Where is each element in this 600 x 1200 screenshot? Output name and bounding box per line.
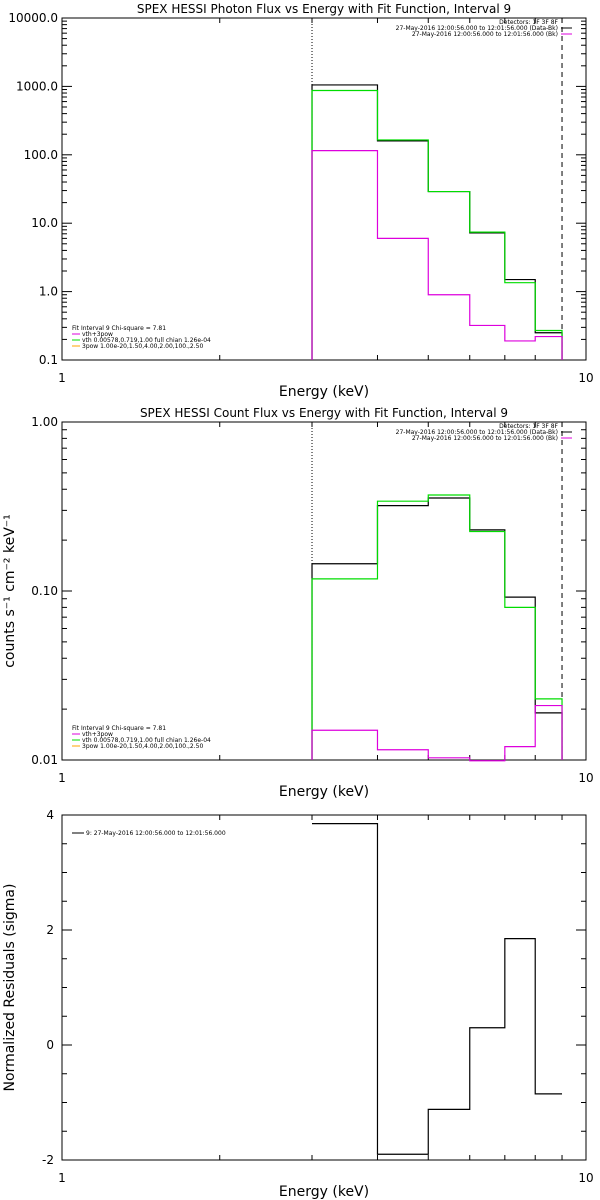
legend-bottom-text: vth 0.00578,0.719,1.00 full chian 1.26e-…	[82, 337, 211, 344]
chart-panel-3: 1 10 -2 0 2 4 Energy (keV) Normalized Residuals…	[2, 808, 594, 1200]
chart-panel-2: 1 10 0.01 0.10 1.00 SPEX HESSI Count Flux vs …	[2, 406, 594, 800]
plot-frame	[61, 814, 587, 1161]
legend-bottom-text: Fit Interval 9 Chi-square = 7.81	[72, 725, 166, 732]
legend-top-text: 27-May-2016 12:00:56.000 to 12:01:56.000…	[412, 31, 558, 38]
series-line-1	[311, 497, 563, 760]
legend-bottom-text: vth+3pow	[82, 331, 113, 338]
x-axis-label: Energy (keV)	[279, 384, 369, 400]
y-axis-label: Normalized Residuals (sigma)	[2, 884, 18, 1092]
legend-bottom-text: 3pow 1.00e-20,1.50,4.00,2.00,100.,2.50	[82, 343, 203, 350]
legend-top-text: 9: 27-May-2016 12:00:56.000 to 12:01:56.…	[86, 830, 226, 837]
y-axis-label: counts s⁻¹ cm⁻² keV⁻¹	[2, 514, 18, 668]
chart-title: SPEX HESSI Count Flux vs Energy with Fit…	[140, 406, 508, 420]
y-tick-label: 1.0	[39, 285, 58, 299]
chart-panel-1: 1 10 0.1 1.0 10.0 100.0 1000.0 10000.0 SPEX HESS…	[8, 2, 593, 400]
x-tick-label: 10	[578, 771, 593, 785]
x-tick-label: 1	[58, 371, 66, 385]
legend-top-text: Detectors: 1F 3F 8F	[499, 19, 558, 26]
x-axis-label: Energy (keV)	[279, 1184, 369, 1200]
x-tick-label: 10	[578, 371, 593, 385]
y-tick-label: 0.01	[31, 753, 58, 767]
x-tick-label: 1	[58, 1171, 66, 1185]
y-tick-label: -2	[42, 1153, 54, 1167]
plot-frame	[61, 17, 587, 361]
x-tick-label: 1	[58, 771, 66, 785]
legend-bottom-text: Fit Interval 9 Chi-square = 7.81	[72, 325, 166, 332]
y-tick-label: 10.0	[31, 216, 58, 230]
legend-bottom-text: 3pow 1.00e-20,1.50,4.00,2.00,100.,2.50	[82, 743, 203, 750]
y-tick-label: 10000.0	[8, 11, 58, 25]
y-tick-label: 0	[46, 1038, 54, 1052]
y-tick-label: 4	[46, 808, 54, 822]
chart-title: SPEX HESSI Photon Flux vs Energy with Fi…	[137, 2, 511, 16]
legend-top-text: Detectors: 1F 3F 8F	[499, 423, 558, 430]
series-line-2	[311, 89, 563, 360]
legend-top-text: 27-May-2016 12:00:56.000 to 12:01:56.000…	[396, 429, 558, 436]
y-tick-label: 2	[46, 923, 54, 937]
series-line-3	[311, 704, 563, 762]
series-line-3	[311, 150, 563, 360]
plot-frame	[61, 421, 587, 761]
y-tick-label: 0.1	[39, 353, 58, 367]
x-tick-label: 10	[578, 1171, 593, 1185]
legend-bottom-text: vth 0.00578,0.719,1.00 full chian 1.26e-…	[82, 737, 211, 744]
y-tick-label: 1000.0	[16, 79, 58, 93]
legend-top-text: 27-May-2016 12:00:56.000 to 12:01:56.000…	[412, 435, 558, 442]
y-tick-label: 1.00	[31, 415, 58, 429]
legend-top-text: 27-May-2016 12:00:56.000 to 12:01:56.000…	[396, 25, 558, 32]
series-line-2	[311, 494, 563, 760]
series-line-1	[312, 823, 563, 1155]
y-tick-label: 100.0	[24, 148, 58, 162]
y-tick-label: 0.10	[31, 584, 58, 598]
series-line-1	[311, 84, 563, 360]
legend-bottom-text: vth+3pow	[82, 731, 113, 738]
x-axis-label: Energy (keV)	[279, 784, 369, 800]
